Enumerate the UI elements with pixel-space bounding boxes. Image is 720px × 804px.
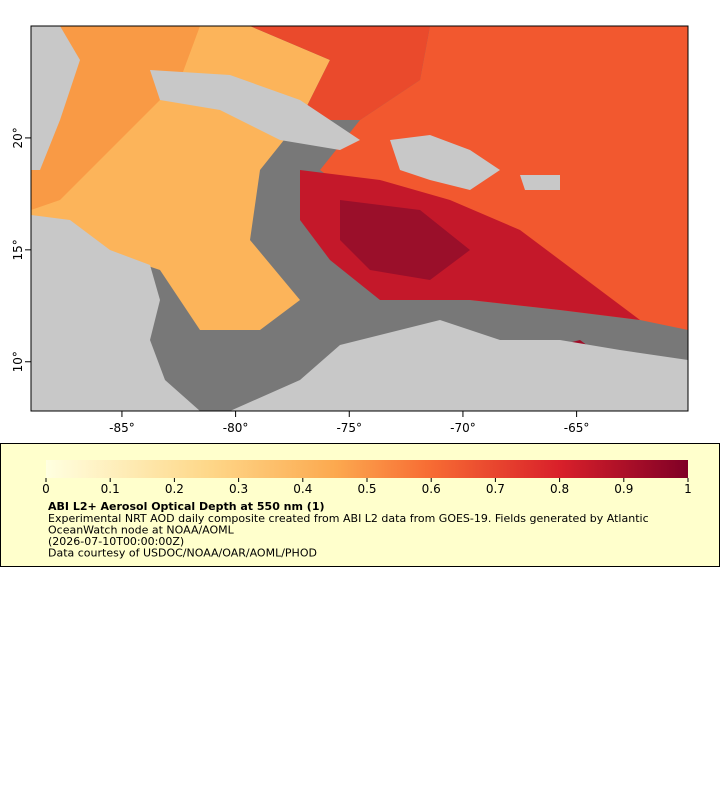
legend-line: Experimental NRT AOD daily composite cre… (48, 512, 649, 525)
legend-line: OceanWatch node at NOAA/AOML (48, 524, 235, 537)
colorbar-tick-label: 1 (684, 482, 692, 496)
x-tick-label: -85° (109, 421, 135, 435)
x-tick-label: -65° (564, 421, 590, 435)
colorbar-tick-label: 0.6 (422, 482, 441, 496)
y-tick-label: 15° (11, 239, 25, 260)
x-tick-label: -75° (336, 421, 362, 435)
colorbar-tick-label: 0.3 (229, 482, 248, 496)
legend-line: Data courtesy of USDOC/NOAA/OAR/AOML/PHO… (48, 547, 317, 560)
legend-line: (2026-07-10T00:00:00Z) (48, 535, 184, 548)
legend-title: ABI L2+ Aerosol Optical Depth at 550 nm … (48, 500, 325, 513)
colorbar-tick-label: 0.5 (357, 482, 376, 496)
y-tick-label: 20° (11, 127, 25, 148)
map (31, 26, 688, 411)
colorbar-tick-label: 0 (42, 482, 50, 496)
map-frame (30, 25, 689, 412)
colorbar-tick-label: 0.2 (165, 482, 184, 496)
x-tick-label: -70° (450, 421, 476, 435)
x-tick-label: -80° (223, 421, 249, 435)
y-tick-label: 10° (11, 351, 25, 372)
colorbar-tick-label: 0.8 (550, 482, 569, 496)
colorbar-tick-label: 0.9 (614, 482, 633, 496)
colorbar-tick-label: 0.1 (101, 482, 120, 496)
colorbar (46, 460, 688, 478)
legend-lines: Experimental NRT AOD daily composite cre… (48, 512, 649, 560)
colorbar-tick-label: 0.4 (293, 482, 312, 496)
colorbar-tick-label: 0.7 (486, 482, 505, 496)
